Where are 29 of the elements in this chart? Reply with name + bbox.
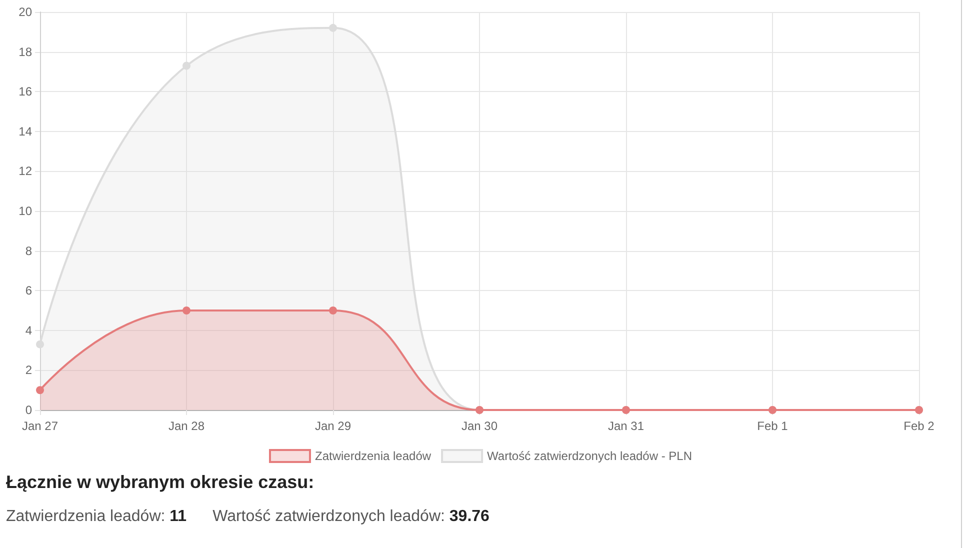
point — [36, 386, 44, 394]
text: Zatwierdzenia leadów: 11 — [6, 508, 187, 525]
x-tick-label: Jan 28 — [168, 419, 205, 433]
legend-label: Zatwierdzenia leadów — [314, 449, 432, 463]
text: Łącznie w wybranym okresie czasu: — [6, 472, 314, 493]
x-tick-label: Jan 31 — [608, 419, 644, 433]
y-tick-label: 12 — [18, 164, 32, 178]
point — [182, 62, 190, 70]
y-tick-label: 14 — [18, 124, 32, 138]
y-tick-label: 18 — [18, 44, 32, 59]
x-tick-label: Jan 27 — [22, 419, 58, 433]
text: Wartość zatwierdzonych leadów: 39.76 — [212, 508, 490, 525]
x-tick-label: Jan 29 — [314, 419, 352, 433]
point — [182, 306, 190, 314]
y-tick-label: 20 — [18, 5, 32, 19]
point — [329, 306, 337, 314]
legend-label: Wartość zatwierdzonych leadów - PLN — [487, 449, 692, 463]
y-tick-label: 6 — [25, 284, 32, 298]
y-tick-label: 16 — [18, 84, 32, 99]
point — [329, 24, 337, 32]
point — [36, 340, 44, 348]
y-tick-label: 10 — [18, 204, 32, 218]
y-tick-label: 8 — [25, 244, 32, 258]
x-tick-label: Feb 1 — [757, 419, 788, 433]
y-tick-label: 2 — [25, 363, 32, 378]
x-tick-label: Jan 30 — [461, 419, 498, 433]
y-tick-label: 0 — [25, 403, 32, 417]
x-tick-label: Feb 2 — [904, 419, 935, 433]
y-tick-label: 4 — [25, 323, 32, 338]
